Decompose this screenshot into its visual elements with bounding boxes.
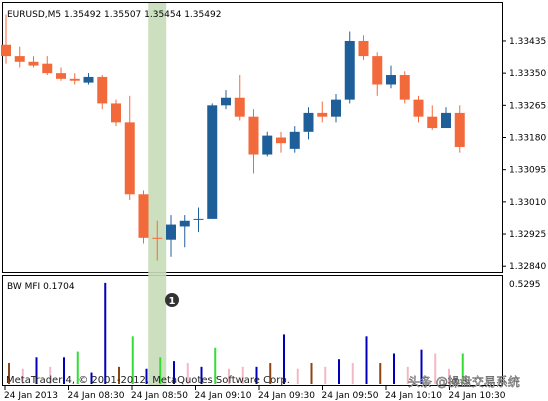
candle [166, 215, 176, 257]
candle [331, 93, 341, 123]
time-tick-label: 24 Jan 08:30 [68, 391, 125, 401]
candle-body [193, 218, 204, 220]
candle [42, 56, 53, 76]
candle [386, 65, 396, 89]
main-chart-header: EURUSD,M5 1.35492 1.35507 1.35454 1.3549… [7, 10, 221, 20]
candle-body [83, 76, 94, 83]
candle [179, 215, 190, 248]
candle [303, 107, 314, 140]
candle [262, 131, 273, 157]
price-tick-label: 1.32840 [509, 262, 546, 272]
candle-body [372, 56, 383, 85]
mfi-header: BW MFI 0.1704 [7, 282, 75, 292]
candle-body [386, 75, 396, 85]
candle-body [138, 194, 149, 238]
candle-body [303, 112, 314, 132]
price-tick-label: 1.33180 [509, 134, 546, 144]
price-tick-label: 1.33435 [509, 37, 546, 47]
time-tick-label: 24 Jan 2013 [4, 391, 58, 401]
candle [248, 109, 259, 174]
candle-body [1, 44, 11, 57]
price-tick-label: 1.33010 [509, 198, 546, 208]
price-tick-label: 1.33265 [509, 101, 546, 111]
candle-body [28, 61, 39, 66]
candle-body [413, 99, 424, 117]
mfi-tick-label: 0.5295 [509, 280, 541, 290]
highlight-band [148, 3, 167, 385]
candle-body [344, 40, 355, 100]
candle-body [317, 112, 328, 117]
candle [234, 75, 245, 121]
candle [56, 67, 66, 81]
candle-body [399, 75, 410, 100]
watermark-text: 头条 @操盘交易系统 [408, 374, 520, 389]
candle [344, 31, 355, 104]
candle-body [152, 237, 163, 239]
candle [454, 105, 465, 153]
candle-body [248, 116, 259, 155]
candle [441, 107, 451, 129]
candle-body [97, 76, 108, 104]
candle-body [234, 97, 245, 117]
candle [111, 99, 121, 127]
candle-body [179, 220, 190, 227]
candle-body [221, 97, 231, 106]
candle [427, 105, 438, 130]
candle [124, 95, 135, 200]
candle-body [56, 73, 66, 79]
candle [358, 35, 369, 60]
candle-body [331, 99, 341, 117]
event-marker: 1 [165, 293, 179, 307]
candle [276, 131, 286, 153]
time-tick-label: 24 Jan 08:50 [131, 391, 188, 401]
candle [14, 46, 25, 68]
candle [399, 71, 410, 104]
sub-panel-border [2, 275, 503, 386]
candle [1, 14, 11, 64]
candle-body [42, 63, 53, 74]
time-tick-label: 24 Jan 10:10 [385, 391, 442, 401]
time-tick-label: 24 Jan 09:50 [322, 391, 379, 401]
candle [193, 207, 204, 233]
candle-body [262, 135, 273, 155]
price-tick-label: 1.33095 [509, 166, 546, 176]
candle [69, 73, 80, 85]
candle-body [441, 112, 451, 129]
candle-body [427, 116, 438, 129]
price-tick-label: 1.33350 [509, 69, 546, 79]
candle-body [124, 122, 135, 195]
candle [207, 103, 218, 219]
candle [28, 56, 39, 68]
candle-body [111, 103, 121, 123]
candle [152, 220, 163, 261]
time-tick-label: 24 Jan 09:10 [195, 391, 252, 401]
candle-body [207, 105, 218, 219]
time-tick-label: 24 Jan 10:30 [449, 391, 506, 401]
candle [138, 190, 149, 244]
event-marker-number: 1 [169, 296, 176, 307]
candle-body [358, 40, 369, 57]
time-tick-label: 24 Jan 09:30 [258, 391, 315, 401]
event-marker-circle [165, 293, 179, 307]
candle-body [166, 224, 176, 240]
candle-body [454, 112, 465, 147]
candle [289, 126, 300, 153]
candle [317, 101, 328, 123]
candle-body [276, 137, 286, 144]
copyright-text: MetaTrader 4, © 2001-2012, MetaQuotes So… [6, 375, 290, 386]
candle [97, 75, 108, 110]
candle-body [289, 131, 300, 149]
candle [413, 95, 424, 123]
candle-body [69, 78, 80, 81]
candle [221, 90, 231, 110]
candle-body [14, 56, 25, 62]
candle [83, 73, 94, 85]
candle [372, 52, 383, 96]
price-tick-label: 1.32925 [509, 230, 546, 240]
